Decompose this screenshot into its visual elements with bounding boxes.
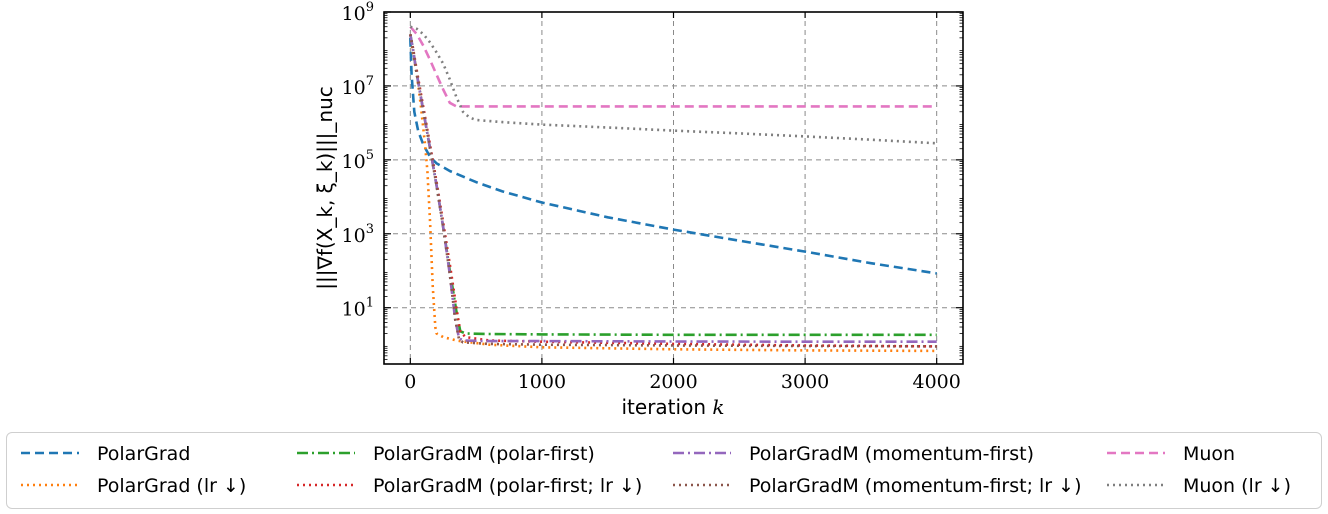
x-tick-label: 0 <box>404 371 416 393</box>
legend-label-6: PolarGradM (momentum-first; lr ↓) <box>749 475 1081 497</box>
legend-label-3: PolarGradM (polar-first) <box>373 443 595 465</box>
legend-label-2: PolarGrad (lr ↓) <box>97 475 246 497</box>
series-line-1 <box>409 37 937 275</box>
series-line-6 <box>409 34 937 348</box>
y-tick-label: 103 <box>342 222 374 247</box>
legend-label-1: PolarGrad <box>97 443 190 465</box>
legend-label-4: PolarGradM (polar-first; lr ↓) <box>373 475 642 497</box>
series-line-7 <box>409 25 937 108</box>
series-lines <box>409 25 937 353</box>
legend-label-8: Muon (lr ↓) <box>1183 475 1291 497</box>
x-tick-label: 2000 <box>649 371 697 393</box>
y-tick-label: 109 <box>342 0 374 25</box>
legend: PolarGrad PolarGrad (lr ↓) PolarGradM (pol… <box>6 432 1322 509</box>
x-tick-label: 3000 <box>781 371 829 393</box>
chart: 0 1000 2000 3000 4000 101 103 105 107 109 iterati… <box>313 0 964 419</box>
series-line-5 <box>409 34 937 344</box>
y-tick-label: 101 <box>342 296 374 321</box>
series-line-4 <box>409 34 937 348</box>
y-axis-label: |||∇f(X_k, ξ_k)|||_nuc <box>313 86 337 290</box>
legend-label-7: Muon <box>1183 443 1235 465</box>
series-line-3 <box>409 34 937 337</box>
x-tick-label: 4000 <box>913 371 961 393</box>
legend-label-5: PolarGradM (momentum-first) <box>749 443 1034 465</box>
y-tick-label: 107 <box>342 74 374 99</box>
x-tick-label: 1000 <box>518 371 566 393</box>
grid-lines <box>384 11 963 364</box>
x-axis-label: iteration k <box>622 395 725 419</box>
y-tick-label: 105 <box>342 148 374 173</box>
axis-ticks: 0 1000 2000 3000 4000 101 103 105 107 109 <box>342 0 963 393</box>
